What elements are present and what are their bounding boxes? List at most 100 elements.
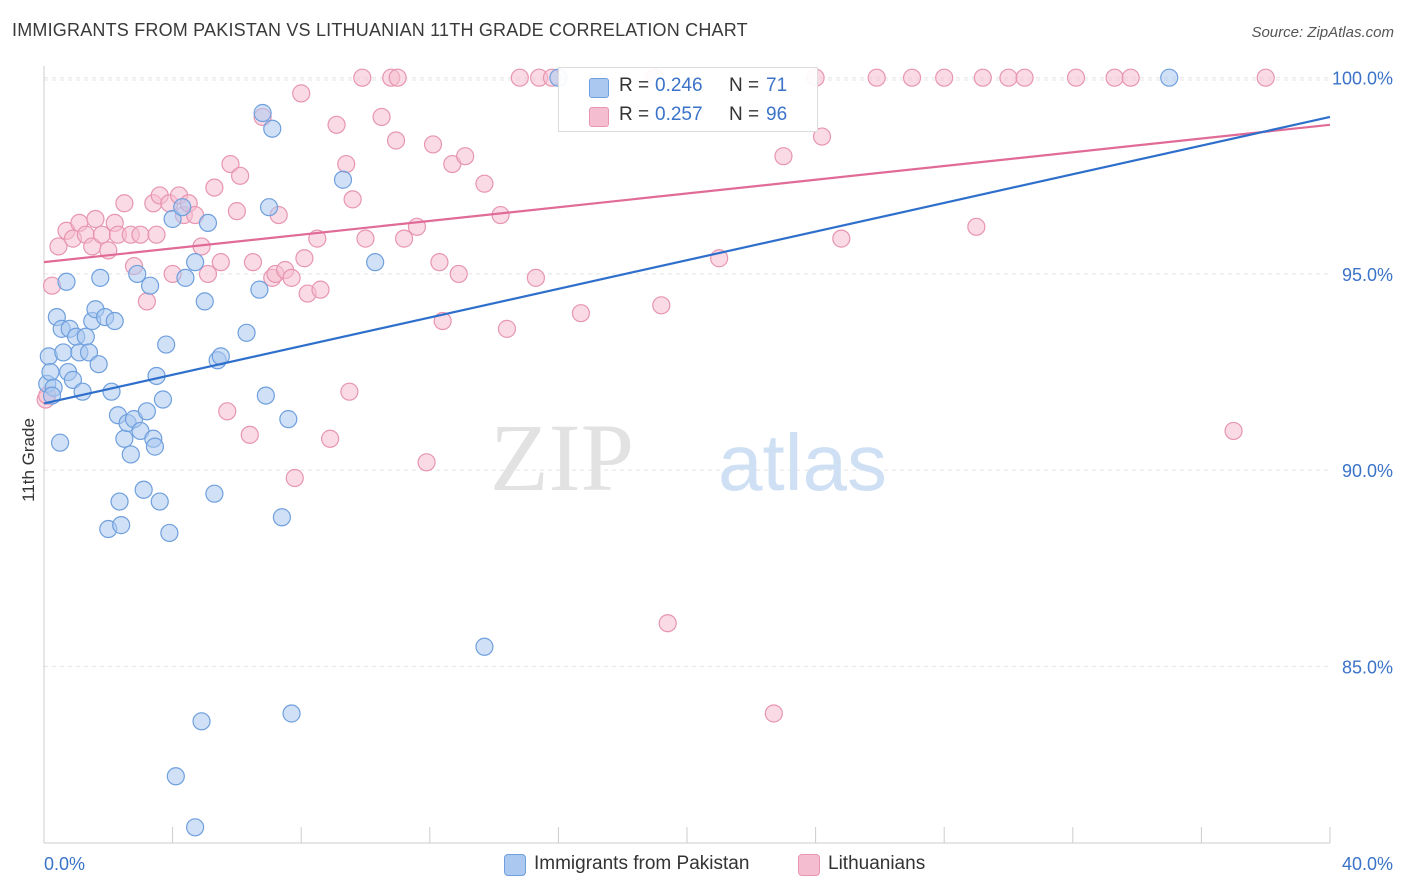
point-lithuanians [433,311,452,331]
point-pakistan [333,170,353,189]
point-lithuanians [292,84,311,103]
point-lithuanians [449,264,468,284]
point-lithuanians [198,264,218,284]
point-pakistan [186,818,205,837]
legend-r-label: R = [619,75,650,96]
point-pakistan [76,327,95,346]
point-pakistan [157,335,176,354]
point-pakistan [150,492,169,511]
point-pakistan [250,280,269,299]
legend-r-label: R = [619,104,650,125]
point-lithuanians [394,229,414,248]
point-pakistan [176,268,195,287]
bottom-legend-swatch-pink [798,854,820,876]
point-pakistan [279,410,298,429]
point-lithuanians [295,249,314,268]
point-pakistan [134,480,153,499]
point-pakistan [173,198,192,217]
point-lithuanians [1224,421,1243,441]
point-lithuanians [388,68,407,87]
x-tick-label-min: 0.0% [44,854,85,874]
watermark-zip: ZIP [490,404,634,511]
point-lithuanians [764,704,783,723]
point-pakistan [366,253,385,272]
point-pakistan [160,523,179,543]
point-pakistan [128,264,147,284]
point-lithuanians [221,154,240,174]
point-lithuanians [131,225,150,244]
series-lithuanians [36,68,1275,723]
chart-title: IMMIGRANTS FROM PAKISTAN VS LITHUANIAN 1… [12,20,748,40]
series-pakistan [38,68,1179,837]
point-pakistan [140,276,160,295]
point-pakistan [41,362,60,382]
point-lithuanians [812,127,832,146]
point-pakistan [54,343,73,362]
point-lithuanians [658,614,677,633]
point-pakistan [259,198,279,217]
point-lithuanians [497,319,517,338]
point-lithuanians [243,253,263,272]
legend-r-value-lithuanians: 0.257 [655,104,703,125]
point-lithuanians [510,68,529,87]
point-pakistan [145,437,165,456]
y-tick-label: 85.0% [1342,657,1393,677]
point-pakistan [186,253,205,272]
point-pakistan [198,213,218,233]
point-lithuanians [311,280,330,299]
point-lithuanians [218,402,237,421]
point-pakistan [121,445,140,464]
point-pakistan [105,311,124,331]
point-lithuanians [456,147,475,166]
y-tick-label: 90.0% [1342,461,1393,481]
legend-n-value-lithuanians: 96 [766,104,788,125]
point-lithuanians [115,194,134,213]
point-lithuanians [327,115,346,134]
point-lithuanians [285,468,304,488]
point-lithuanians [999,68,1018,87]
legend-r-value-pakistan: 0.246 [655,75,703,96]
point-pakistan [112,516,131,535]
axis-labels: 85.0% 90.0% 95.0% 100.0% 0.0% 40.0% 11th Grade [19,69,1393,874]
point-pakistan [272,508,292,527]
watermark-atlas: atlas [718,418,887,507]
x-tick-label-max: 40.0% [1342,854,1393,874]
point-pakistan [475,637,494,656]
point-pakistan [115,429,134,448]
point-lithuanians [475,174,494,193]
legend-n-label: N = [729,104,760,125]
point-lithuanians [372,107,391,127]
point-lithuanians [137,292,156,311]
correlation-legend: R = 0.246 N = 71 R = 0.257 N = 96 [558,67,818,132]
point-pakistan [153,390,173,409]
point-lithuanians [774,147,793,166]
legend-row-pakistan: R = 0.246 N = 71 [559,71,817,101]
point-lithuanians [652,296,671,315]
bottom-legend-label-pakistan: Immigrants from Pakistan [534,853,750,874]
point-pakistan [237,323,256,342]
point-pakistan [263,119,282,138]
point-lithuanians [147,225,166,244]
point-lithuanians [902,68,922,87]
point-pakistan [57,272,76,291]
axes [43,66,1331,844]
point-lithuanians [526,268,545,287]
y-tick-label: 100.0% [1332,69,1393,89]
point-pakistan [282,704,301,723]
legend-row-lithuanians: R = 0.257 N = 96 [559,100,817,130]
point-lithuanians [321,429,340,448]
point-pakistan [89,355,108,374]
point-lithuanians [337,154,356,174]
bottom-legend-swatch-blue [504,854,526,876]
bottom-legend-label-lithuanians: Lithuanians [828,853,926,874]
point-lithuanians [832,229,851,248]
point-lithuanians [417,453,436,472]
point-lithuanians [935,68,954,87]
point-pakistan [166,767,185,786]
trend-lines [43,115,1331,405]
point-lithuanians [211,253,230,272]
point-pakistan [73,382,92,401]
point-lithuanians [231,166,250,185]
y-axis-label: 11th Grade [19,418,38,502]
